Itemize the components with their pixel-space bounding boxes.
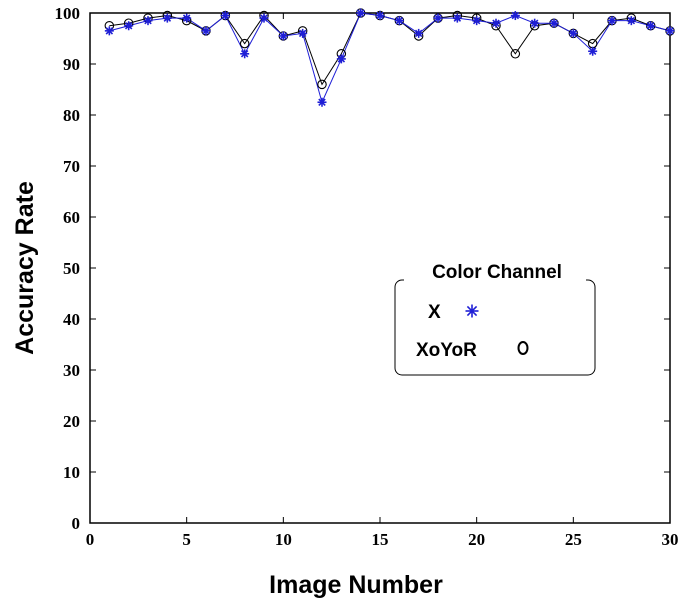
y-tick-label: 20 xyxy=(63,412,80,431)
data-point-x xyxy=(472,16,482,26)
legend-circle-glyph xyxy=(517,341,529,355)
y-tick-label: 50 xyxy=(63,259,80,278)
y-tick-label: 70 xyxy=(63,157,80,176)
data-point-xoyor xyxy=(510,49,521,59)
legend-title: Color Channel xyxy=(432,262,562,283)
legend-circle-marker xyxy=(517,341,529,355)
data-point-x xyxy=(124,21,134,31)
data-point-x xyxy=(240,49,250,59)
x-tick-label: 5 xyxy=(182,530,191,549)
data-point-x xyxy=(143,16,153,26)
data-point-x xyxy=(356,8,366,18)
y-tick-label: 30 xyxy=(63,361,80,380)
y-tick-label: 40 xyxy=(63,310,80,329)
data-point-x xyxy=(530,18,540,28)
data-point-x xyxy=(220,11,230,21)
legend-label-x: X xyxy=(428,302,441,323)
legend-star-glyph xyxy=(465,304,479,318)
data-point-x xyxy=(104,26,114,36)
data-point-x xyxy=(317,97,327,107)
data-point-x xyxy=(549,18,559,28)
data-point-x xyxy=(607,16,617,26)
data-point-x xyxy=(394,16,404,26)
data-point-x xyxy=(491,18,501,28)
data-point-x xyxy=(182,13,192,23)
x-tick-label: 0 xyxy=(86,530,95,549)
y-tick-label: 10 xyxy=(63,463,80,482)
data-point-x xyxy=(278,31,288,41)
y-tick-label: 0 xyxy=(72,514,81,533)
data-point-x xyxy=(452,13,462,23)
data-point-xoyor xyxy=(239,38,250,49)
legend-title-backdrop xyxy=(404,266,586,288)
data-point-xoyor xyxy=(317,79,327,90)
data-point-x xyxy=(375,11,385,21)
legend-label-xoyor: XoYoR xyxy=(416,340,477,361)
data-point-x xyxy=(162,13,172,23)
data-point-x xyxy=(588,46,598,56)
y-tick-label: 100 xyxy=(55,4,81,23)
data-point-x xyxy=(201,26,211,36)
y-tick-label: 60 xyxy=(63,208,80,227)
data-point-x xyxy=(510,11,520,21)
data-point-x xyxy=(336,54,346,64)
x-tick-label: 15 xyxy=(372,530,389,549)
legend: Color Channel X XoYoR xyxy=(394,262,596,376)
data-point-x xyxy=(568,28,578,38)
data-point-x xyxy=(433,13,443,23)
x-tick-label: 10 xyxy=(275,530,292,549)
legend-star-marker xyxy=(465,304,479,318)
data-point-x xyxy=(298,28,308,38)
x-tick-label: 20 xyxy=(468,530,485,549)
data-point-x xyxy=(626,16,636,26)
data-point-x xyxy=(665,26,675,36)
series-layer xyxy=(104,8,675,107)
y-axis-title: Accuracy Rate xyxy=(11,181,39,355)
data-point-x xyxy=(646,21,656,31)
data-point-x xyxy=(414,28,424,38)
data-point-x xyxy=(259,13,269,23)
x-tick-label: 25 xyxy=(565,530,582,549)
y-tick-label: 90 xyxy=(63,55,80,74)
axis-ticks: 0 5 10 15 20 25 30 0 10 20 30 40 50 60 70 80 90 100 xyxy=(55,4,679,549)
x-tick-label: 30 xyxy=(662,530,679,549)
x-axis-title: Image Number xyxy=(269,571,443,599)
y-tick-label: 80 xyxy=(63,106,80,125)
